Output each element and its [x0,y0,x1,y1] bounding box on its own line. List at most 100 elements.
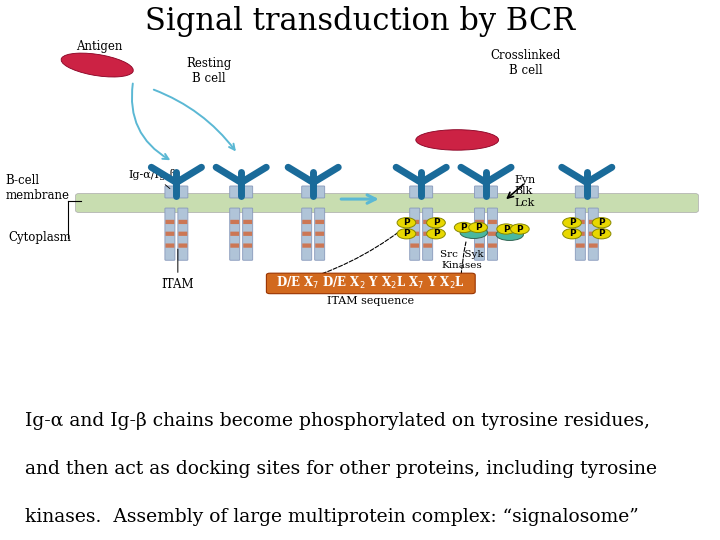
FancyBboxPatch shape [165,186,175,198]
FancyBboxPatch shape [588,186,598,198]
Circle shape [426,218,445,228]
FancyBboxPatch shape [302,186,312,198]
Circle shape [510,224,529,234]
FancyBboxPatch shape [475,220,484,224]
FancyBboxPatch shape [423,208,433,260]
Text: P: P [433,230,439,238]
FancyBboxPatch shape [166,244,174,248]
Circle shape [469,222,487,233]
Circle shape [563,218,582,228]
FancyBboxPatch shape [165,208,175,260]
Ellipse shape [416,130,498,150]
FancyBboxPatch shape [230,208,240,260]
Text: D/E X$_7$ D/E X$_2$ Y X$_2$L X$_7$ Y X$_2$L: D/E X$_7$ D/E X$_2$ Y X$_2$L X$_7$ Y X$_… [276,275,465,292]
FancyBboxPatch shape [243,186,253,198]
FancyBboxPatch shape [410,208,420,260]
Ellipse shape [496,228,523,240]
FancyBboxPatch shape [302,232,311,236]
FancyBboxPatch shape [302,220,311,224]
Text: P: P [433,218,439,227]
FancyBboxPatch shape [410,220,419,224]
FancyBboxPatch shape [179,220,187,224]
FancyBboxPatch shape [475,232,484,236]
Text: P: P [403,218,410,227]
FancyBboxPatch shape [474,186,485,198]
FancyBboxPatch shape [410,232,419,236]
FancyBboxPatch shape [423,220,432,224]
Text: P: P [474,223,482,232]
Circle shape [563,228,582,239]
FancyBboxPatch shape [243,220,252,224]
FancyBboxPatch shape [410,186,420,198]
FancyBboxPatch shape [76,193,698,212]
FancyBboxPatch shape [589,220,598,224]
FancyBboxPatch shape [576,244,585,248]
Text: P: P [569,218,575,227]
FancyBboxPatch shape [315,208,325,260]
FancyBboxPatch shape [576,220,585,224]
FancyBboxPatch shape [488,232,497,236]
Text: Cytoplasm: Cytoplasm [9,232,71,245]
Text: Resting
B cell: Resting B cell [186,57,231,85]
Text: B-cell
membrane: B-cell membrane [6,174,70,202]
Circle shape [593,228,611,239]
FancyBboxPatch shape [488,244,497,248]
Text: P: P [598,230,605,238]
Text: ITAM sequence: ITAM sequence [327,296,415,306]
FancyBboxPatch shape [315,186,325,198]
Text: Ig-α/Ig-β: Ig-α/Ig-β [129,169,177,188]
FancyBboxPatch shape [487,186,498,198]
FancyBboxPatch shape [488,220,497,224]
Text: kinases.  Assembly of large multiprotein complex: “signalosome”: kinases. Assembly of large multiprotein … [25,508,639,526]
Circle shape [397,218,416,228]
Text: P: P [569,230,575,238]
Text: Fyn
Blk
Lck: Fyn Blk Lck [515,174,536,208]
FancyBboxPatch shape [266,273,475,294]
FancyBboxPatch shape [410,244,419,248]
Circle shape [426,228,445,239]
Ellipse shape [61,53,133,77]
Text: Crosslinked
B cell: Crosslinked B cell [490,49,561,77]
Text: P: P [516,225,523,233]
Text: P: P [403,230,410,238]
FancyBboxPatch shape [243,232,252,236]
FancyBboxPatch shape [179,232,187,236]
Circle shape [454,222,473,233]
FancyBboxPatch shape [230,232,239,236]
Text: Ig-α and Ig-β chains become phosphorylated on tyrosine residues,: Ig-α and Ig-β chains become phosphorylat… [25,411,650,430]
FancyBboxPatch shape [243,244,252,248]
FancyBboxPatch shape [166,232,174,236]
Text: P: P [503,225,510,233]
FancyBboxPatch shape [302,208,312,260]
FancyBboxPatch shape [575,208,585,260]
FancyBboxPatch shape [423,244,432,248]
FancyBboxPatch shape [166,220,174,224]
FancyBboxPatch shape [475,244,484,248]
FancyBboxPatch shape [315,220,324,224]
Text: Src  Syk
Kinases: Src Syk Kinases [441,251,484,269]
FancyBboxPatch shape [423,186,433,198]
FancyBboxPatch shape [179,244,187,248]
Circle shape [397,228,416,239]
FancyBboxPatch shape [230,244,239,248]
Text: P: P [598,218,605,227]
FancyBboxPatch shape [243,208,253,260]
Ellipse shape [460,227,487,239]
FancyBboxPatch shape [588,208,598,260]
FancyBboxPatch shape [589,244,598,248]
Text: Signal transduction by BCR: Signal transduction by BCR [145,6,575,37]
Circle shape [497,224,516,234]
FancyBboxPatch shape [178,186,188,198]
FancyBboxPatch shape [474,208,485,260]
Text: ITAM: ITAM [161,249,194,291]
FancyBboxPatch shape [575,186,585,198]
FancyBboxPatch shape [576,232,585,236]
FancyBboxPatch shape [230,220,239,224]
FancyBboxPatch shape [589,232,598,236]
FancyBboxPatch shape [423,232,432,236]
FancyBboxPatch shape [315,232,324,236]
FancyBboxPatch shape [302,244,311,248]
FancyBboxPatch shape [487,208,498,260]
Circle shape [593,218,611,228]
FancyBboxPatch shape [178,208,188,260]
